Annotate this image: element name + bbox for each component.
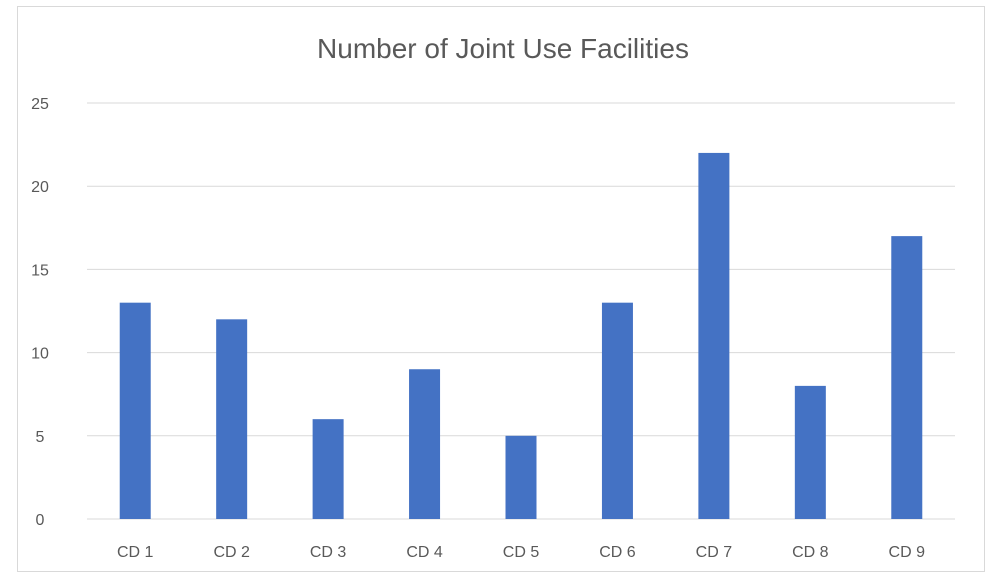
- bars: [119, 152, 923, 520]
- y-tick-label: 10: [31, 346, 49, 363]
- bar-cd-4: [409, 369, 441, 519]
- y-tick-label: 20: [31, 179, 49, 196]
- x-tick-label: CD 9: [889, 544, 926, 561]
- chart-title: Number of Joint Use Facilities: [317, 33, 689, 64]
- x-axis-ticks: CD 1 CD 2 CD 3 CD 4 CD 5 CD 6 CD 7 CD 8 CD 9: [117, 544, 925, 561]
- bar-cd-1: [119, 302, 151, 519]
- y-tick-label: 25: [31, 96, 49, 113]
- y-tick-label: 0: [36, 512, 45, 529]
- x-tick-label: CD 2: [213, 544, 250, 561]
- bar-cd-3: [312, 419, 344, 519]
- x-tick-label: CD 8: [792, 544, 829, 561]
- x-tick-label: CD 6: [599, 544, 636, 561]
- x-tick-label: CD 4: [406, 544, 443, 561]
- bar-cd-7: [698, 152, 730, 520]
- x-tick-label: CD 1: [117, 544, 154, 561]
- x-tick-label: CD 5: [503, 544, 540, 561]
- bar-cd-2: [216, 319, 248, 519]
- x-tick-label: CD 7: [696, 544, 733, 561]
- bar-cd-9: [891, 236, 923, 519]
- bar-cd-8: [794, 385, 826, 519]
- y-axis-ticks: 0 5 10 15 20 25: [31, 96, 49, 529]
- bar-cd-5: [505, 435, 537, 519]
- x-tick-label: CD 3: [310, 544, 347, 561]
- bar-cd-6: [601, 302, 633, 519]
- y-tick-label: 15: [31, 262, 49, 279]
- y-tick-label: 5: [36, 429, 45, 446]
